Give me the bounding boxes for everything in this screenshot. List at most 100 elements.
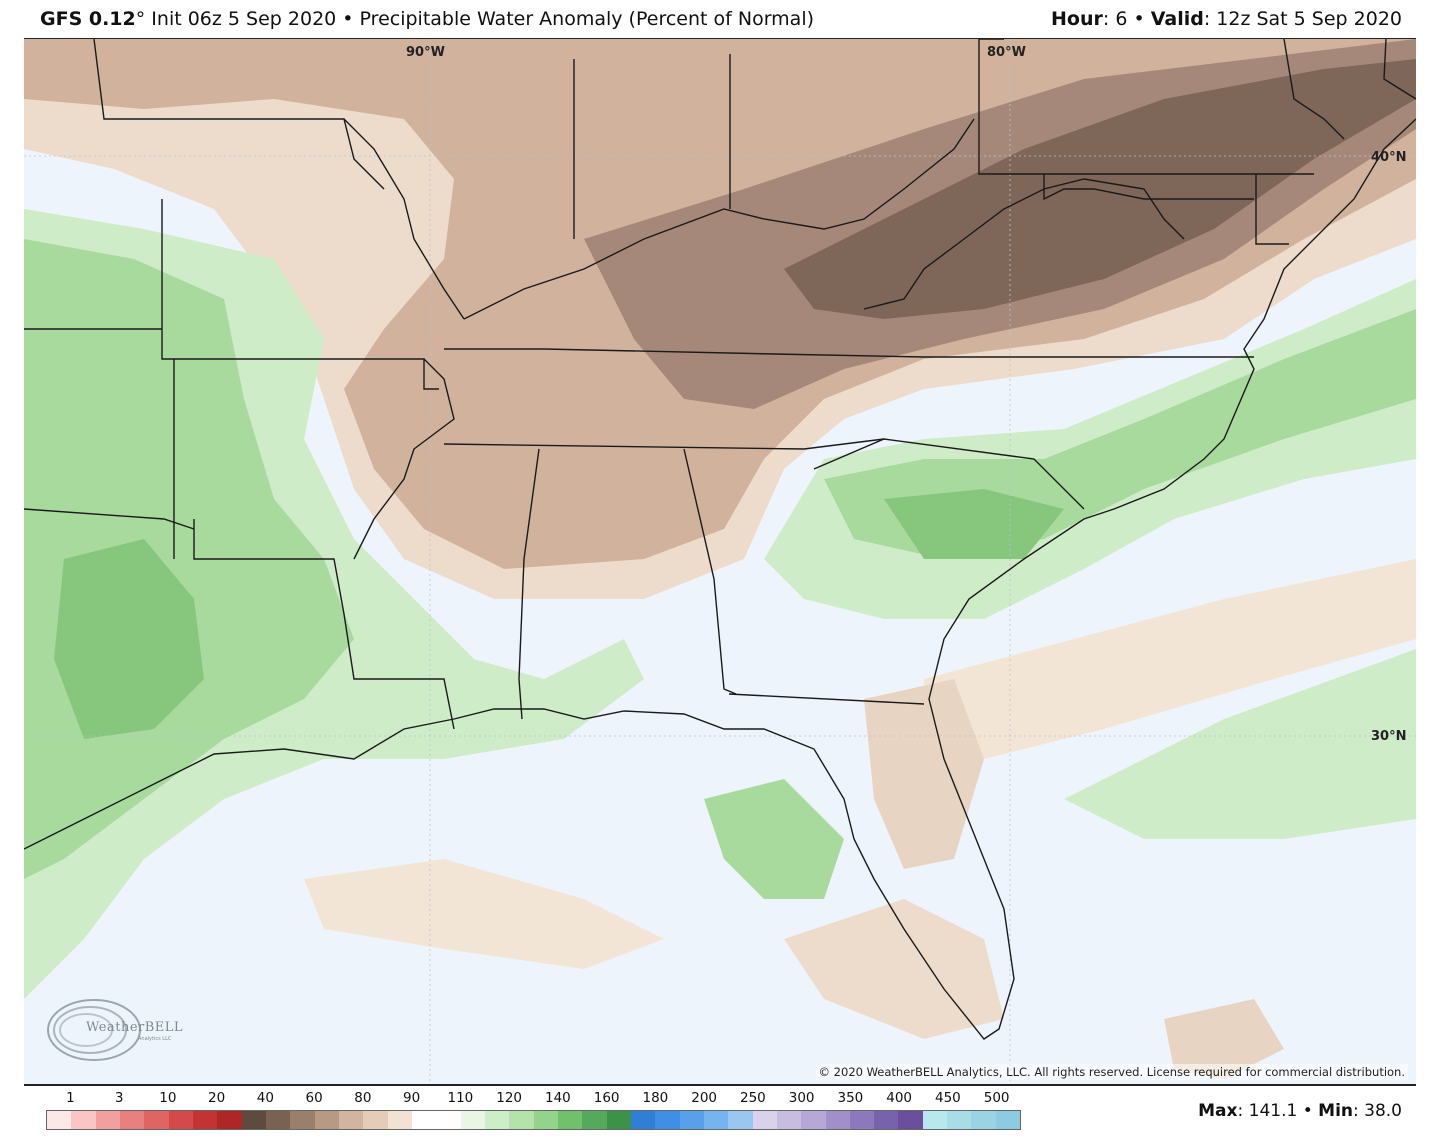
legend-tick-label: 80 bbox=[354, 1090, 372, 1106]
legend-tick-label: 20 bbox=[208, 1090, 226, 1106]
border-wv-va bbox=[863, 178, 1185, 310]
copyright-notice: © 2020 WeatherBELL Analytics, LLC. All r… bbox=[815, 1064, 1408, 1080]
valid-label: Valid bbox=[1150, 8, 1204, 30]
legend-swatch bbox=[509, 1111, 534, 1129]
legend-tick-label: 90 bbox=[403, 1090, 421, 1106]
lon-label-90w: 90°W bbox=[406, 45, 445, 60]
legend-tick-label: 450 bbox=[934, 1090, 961, 1106]
legend-tick-label: 40 bbox=[256, 1090, 274, 1106]
legend-swatch bbox=[582, 1111, 607, 1129]
border-md bbox=[1043, 174, 1254, 201]
legend-swatch bbox=[290, 1111, 315, 1129]
border-il-mo bbox=[343, 118, 465, 320]
hour-label: Hour bbox=[1051, 8, 1103, 30]
legend-swatch bbox=[47, 1111, 72, 1129]
product-name: Precipitable Water Anomaly (Percent of N… bbox=[359, 8, 815, 30]
legend-swatch bbox=[947, 1111, 972, 1129]
gulf-dry-patch bbox=[304, 859, 664, 969]
legend-tick-label: 10 bbox=[159, 1090, 177, 1106]
legend-swatch bbox=[217, 1111, 242, 1129]
legend-swatch bbox=[363, 1111, 388, 1129]
legend-swatch bbox=[144, 1111, 169, 1129]
border-ny-pa bbox=[979, 39, 1345, 140]
legend-swatch bbox=[922, 1111, 948, 1129]
legend-swatch bbox=[533, 1111, 558, 1129]
legend-color-bar bbox=[46, 1110, 1021, 1130]
init-time: Init 06z 5 Sep 2020 bbox=[145, 8, 337, 30]
legend-swatch bbox=[971, 1111, 996, 1129]
legend-tick-label: 120 bbox=[496, 1090, 523, 1106]
florida-moist-patch bbox=[704, 779, 844, 899]
legend-swatch bbox=[436, 1111, 461, 1129]
legend-tick-label: 110 bbox=[447, 1090, 474, 1106]
legend-tick-label: 500 bbox=[983, 1090, 1010, 1106]
legend-swatch bbox=[825, 1111, 850, 1129]
map-header: GFS 0.12° Init 06z 5 Sep 2020 • Precipit… bbox=[0, 0, 1440, 38]
legend-swatch bbox=[484, 1111, 510, 1129]
legend-swatch bbox=[752, 1111, 777, 1129]
legend-swatch bbox=[898, 1111, 923, 1129]
stats-separator: • bbox=[1297, 1101, 1319, 1121]
legend-swatch bbox=[655, 1111, 680, 1129]
legend-tick-label: 140 bbox=[544, 1090, 571, 1106]
legend-swatch bbox=[460, 1111, 485, 1129]
legend-swatch bbox=[849, 1111, 875, 1129]
max-label: Max bbox=[1198, 1101, 1238, 1121]
legend-swatch bbox=[95, 1111, 120, 1129]
legend-swatch bbox=[679, 1111, 704, 1129]
min-value: : 38.0 bbox=[1353, 1101, 1402, 1121]
min-label: Min bbox=[1318, 1101, 1354, 1121]
border-ohio-river bbox=[463, 118, 975, 320]
legend-swatch bbox=[801, 1111, 826, 1129]
legend-tick-label: 350 bbox=[837, 1090, 864, 1106]
legend-tick-label: 1 bbox=[66, 1090, 75, 1106]
lon-label-80w: 80°W bbox=[987, 45, 1026, 60]
model-name: GFS 0.12 bbox=[40, 8, 136, 30]
border-de bbox=[1255, 174, 1289, 245]
valid-separator: • bbox=[1127, 8, 1151, 30]
legend-swatch bbox=[314, 1111, 339, 1129]
coastline-gulf bbox=[24, 118, 1416, 1040]
map-panel: 90°W 80°W 40°N 30°N WeatherBELL Analytic… bbox=[24, 38, 1416, 1086]
border-ga-fl bbox=[728, 693, 925, 705]
border-tx-la bbox=[193, 519, 455, 730]
state-borders bbox=[24, 39, 1416, 1040]
hour-value: : 6 bbox=[1102, 8, 1128, 30]
header-title: GFS 0.12° Init 06z 5 Sep 2020 • Precipit… bbox=[40, 8, 814, 30]
border-ms-al bbox=[518, 448, 540, 720]
dry-anomaly-darkest bbox=[784, 59, 1416, 319]
border-ok-tx bbox=[24, 508, 195, 530]
border-ky-tn bbox=[444, 348, 1254, 358]
legend-swatch bbox=[387, 1111, 412, 1129]
legend-tick-label: 400 bbox=[886, 1090, 913, 1106]
legend-tick-label: 200 bbox=[691, 1090, 718, 1106]
legend-swatch bbox=[630, 1111, 656, 1129]
logo-subtitle: Analytics LLC bbox=[138, 1036, 172, 1042]
legend-swatch bbox=[776, 1111, 802, 1129]
legend-swatch bbox=[995, 1111, 1021, 1129]
border-mississippi-river bbox=[353, 358, 455, 560]
legend-tick-label: 180 bbox=[642, 1090, 669, 1106]
degree-mark: ° bbox=[135, 8, 146, 30]
legend-swatch bbox=[192, 1111, 218, 1129]
header-valid: Hour: 6 • Valid: 12z Sat 5 Sep 2020 bbox=[1051, 8, 1402, 30]
legend-tick-label: 3 bbox=[114, 1090, 124, 1106]
legend-swatch bbox=[265, 1111, 291, 1129]
border-ny-nj bbox=[1383, 39, 1416, 100]
header-separator: • bbox=[336, 8, 360, 30]
legend-swatch bbox=[71, 1111, 96, 1129]
legend-swatch bbox=[703, 1111, 729, 1129]
legend-tick-label: 60 bbox=[305, 1090, 323, 1106]
logo-name: WeatherBELL bbox=[86, 1020, 184, 1035]
legend-swatch bbox=[411, 1111, 437, 1129]
carolinas-moist-dark bbox=[884, 489, 1064, 559]
legend-swatch bbox=[874, 1111, 899, 1129]
lat-label-40n: 40°N bbox=[1371, 150, 1407, 165]
border-oh-pa bbox=[978, 39, 1314, 175]
legend-swatch bbox=[557, 1111, 583, 1129]
legend-tick-labels: 1 3 10 20 40 60 80 90 110 120 140 160 180 200 250 300 35… bbox=[46, 1090, 1021, 1106]
legend-swatch bbox=[241, 1111, 266, 1129]
anomaly-map bbox=[24, 39, 1416, 1084]
legend-swatch bbox=[338, 1111, 364, 1129]
atlantic-moist-band bbox=[1064, 649, 1416, 839]
